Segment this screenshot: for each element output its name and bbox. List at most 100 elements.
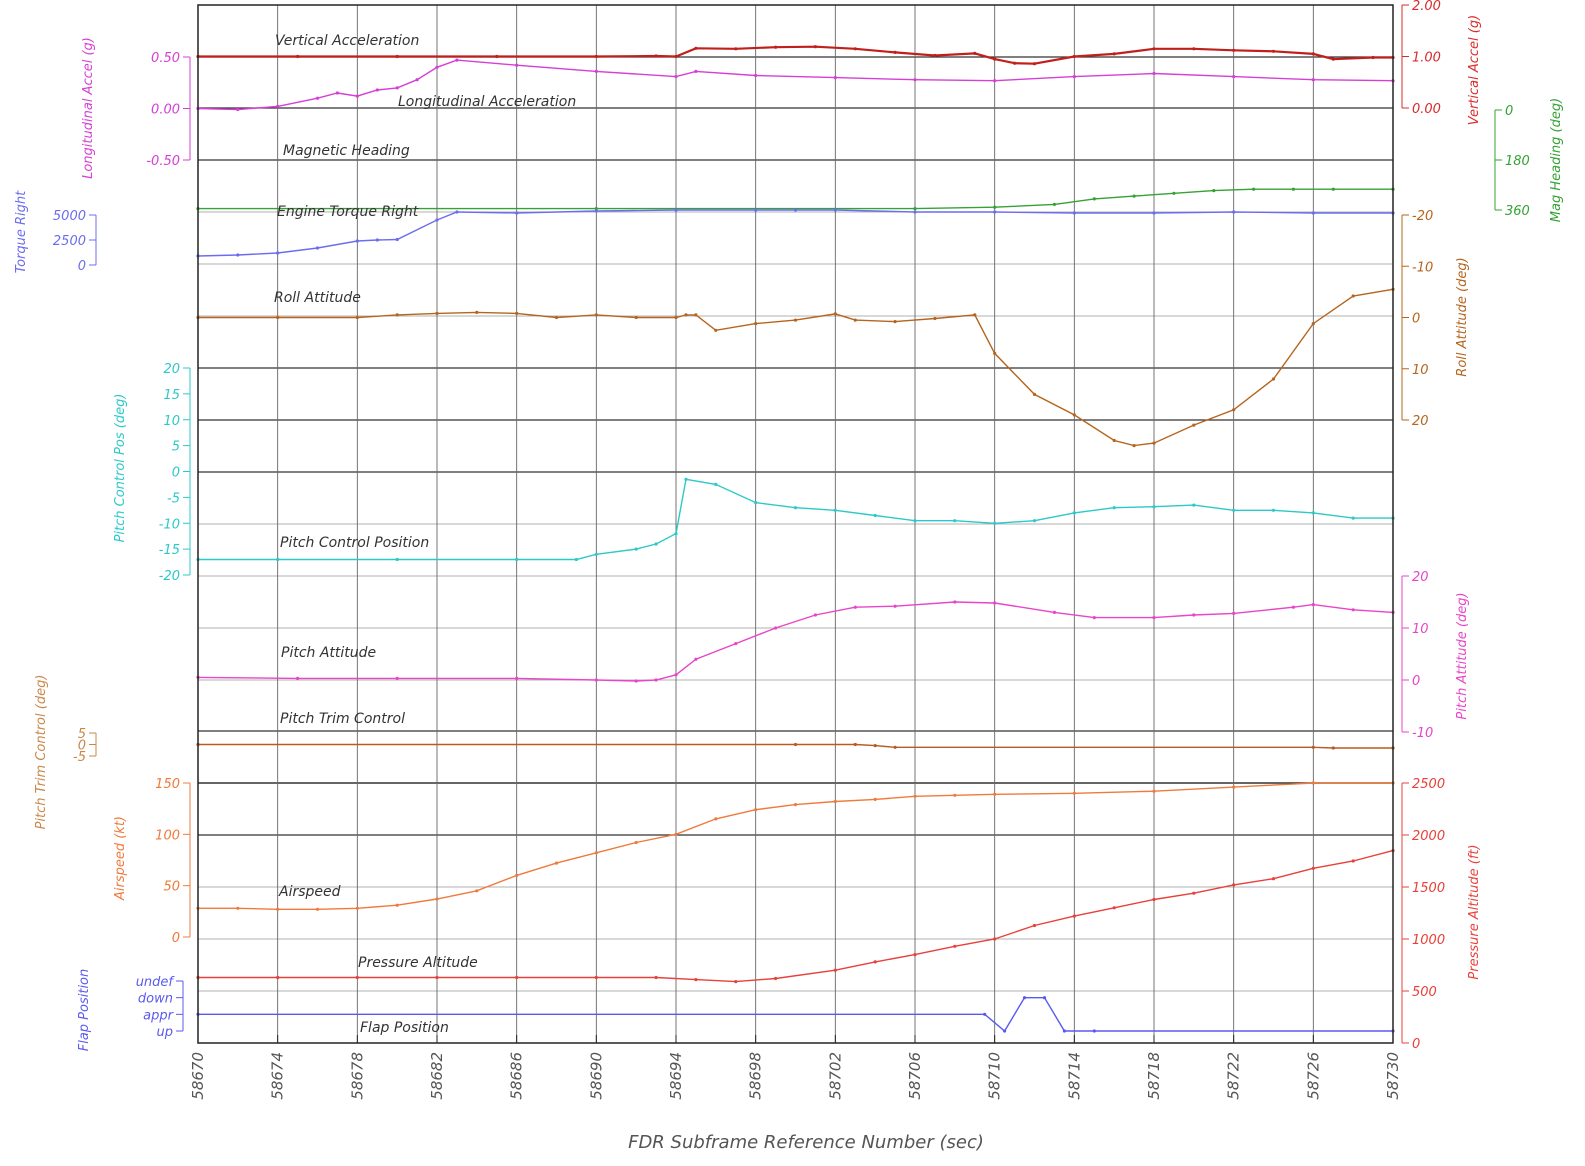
- point-pressure-altitude: [873, 960, 877, 964]
- tick-label-vert_acc: 1.00: [1412, 51, 1441, 66]
- point-airspeed: [236, 906, 240, 910]
- point-roll-attitude: [1351, 294, 1355, 298]
- point-airspeed: [1152, 789, 1156, 793]
- point-magnetic-heading: [1252, 187, 1256, 191]
- point-pitch-control-position: [515, 557, 519, 562]
- point-roll-attitude: [674, 315, 678, 320]
- point-pitch-attitude: [734, 642, 738, 646]
- axis-airspeed: 150 100 50 0 Airspeed (kt): [113, 777, 191, 946]
- axis-long_acc: 0.50 0.00 -0.50 Longitudinal Accel (g): [81, 37, 191, 179]
- point-magnetic-heading: [1212, 189, 1216, 193]
- tick-label-torque: 5000: [53, 209, 86, 224]
- x-tick-label-58686: 58686: [508, 1052, 526, 1100]
- tick-label-vert_acc: 2.00: [1412, 0, 1441, 14]
- point-pitch-control-position: [714, 482, 718, 486]
- point-pressure-altitude: [1032, 923, 1037, 928]
- point-pressure-altitude: [1271, 877, 1276, 881]
- point-pitch-attitude: [813, 613, 818, 617]
- point-longitudinal-acceleration: [415, 78, 419, 82]
- x-tick-label-58670: 58670: [189, 1052, 207, 1100]
- series-pressure-altitude: [196, 849, 1395, 984]
- point-pitch-attitude: [774, 626, 778, 630]
- point-roll-attitude: [634, 315, 638, 320]
- point-pitch-attitude: [853, 605, 857, 609]
- point-airspeed: [276, 907, 280, 911]
- point-pitch-trim-control: [793, 742, 798, 747]
- x-axis-title: FDR Subframe Reference Number (sec): [628, 1132, 984, 1153]
- x-tick-label-58726: 58726: [1304, 1052, 1322, 1100]
- point-vertical-acceleration: [933, 53, 937, 58]
- point-airspeed: [594, 851, 598, 855]
- point-pitch-attitude: [1232, 611, 1236, 616]
- point-longitudinal-acceleration: [674, 75, 678, 79]
- point-pitch-trim-control: [1311, 745, 1315, 749]
- point-pitch-control-position: [276, 557, 280, 562]
- label-pressure-altitude: Pressure Altitude: [358, 955, 478, 971]
- point-engine-torque-right: [754, 208, 758, 212]
- point-pressure-altitude: [953, 944, 957, 948]
- point-longitudinal-acceleration: [355, 94, 359, 98]
- point-engine-torque-right: [594, 209, 598, 213]
- point-roll-attitude: [395, 313, 399, 317]
- point-pitch-control-position: [674, 532, 678, 536]
- tick-label-pitch_ctl: -15: [159, 543, 180, 558]
- tick-label-roll: 10: [1412, 363, 1429, 378]
- point-pitch-control-position: [1311, 511, 1315, 515]
- tick-label-mag_hdg: 360: [1505, 204, 1530, 219]
- point-airspeed: [793, 803, 798, 807]
- point-pitch-control-position: [1072, 511, 1076, 515]
- point-roll-attitude: [1072, 413, 1076, 417]
- point-pitch-control-position: [1351, 516, 1355, 520]
- tick-label-airspeed: 0: [172, 931, 180, 946]
- point-vertical-acceleration: [694, 46, 698, 50]
- point-pressure-altitude: [913, 953, 917, 957]
- point-vertical-acceleration: [973, 51, 977, 56]
- point-magnetic-heading: [594, 207, 598, 211]
- point-pitch-attitude: [296, 676, 300, 681]
- tick-label-roll: -10: [1412, 260, 1433, 275]
- x-tick-label-58682: 58682: [428, 1052, 446, 1100]
- point-roll-attitude: [973, 313, 977, 317]
- point-pitch-attitude: [674, 673, 678, 677]
- point-pitch-trim-control: [893, 745, 897, 749]
- point-vertical-acceleration: [774, 45, 778, 49]
- point-pitch-control-position: [1112, 506, 1116, 510]
- point-vertical-acceleration: [1232, 48, 1236, 52]
- point-longitudinal-acceleration: [315, 96, 320, 100]
- trace-airspeed: [198, 782, 1393, 910]
- point-roll-attitude: [933, 316, 937, 321]
- point-roll-attitude: [853, 318, 857, 322]
- point-flap-position: [1042, 996, 1047, 1000]
- point-vertical-acceleration: [1371, 55, 1375, 60]
- tick-label-vert_acc: 0.00: [1412, 102, 1441, 117]
- point-flap-position: [1062, 1029, 1066, 1033]
- point-pitch-attitude: [515, 676, 519, 681]
- tick-label-trim: -5: [73, 750, 86, 765]
- label-magnetic-heading: Magnetic Heading: [283, 143, 410, 159]
- point-pressure-altitude: [993, 937, 997, 941]
- point-longitudinal-acceleration: [435, 65, 439, 69]
- point-roll-attitude: [1232, 408, 1236, 412]
- point-engine-torque-right: [355, 239, 359, 243]
- point-vertical-acceleration: [853, 47, 857, 51]
- point-roll-attitude: [355, 315, 359, 320]
- point-engine-torque-right: [1072, 211, 1076, 215]
- series-pitch-attitude: [196, 600, 1395, 683]
- tick-label-airspeed: 50: [163, 880, 180, 895]
- axis-title-long_acc: Longitudinal Accel (g): [81, 37, 96, 179]
- point-pitch-attitude: [1291, 605, 1295, 609]
- trace-engine-torque-right: [197, 209, 1393, 257]
- point-longitudinal-acceleration: [594, 69, 598, 73]
- point-engine-torque-right: [674, 208, 678, 212]
- point-roll-attitude: [893, 320, 897, 324]
- x-tick-label-58690: 58690: [587, 1052, 605, 1100]
- point-pressure-altitude: [694, 978, 698, 982]
- point-vertical-acceleration: [1271, 49, 1276, 53]
- point-pitch-attitude: [1152, 616, 1156, 620]
- trace-longitudinal-acceleration: [197, 59, 1394, 111]
- point-engine-torque-right: [515, 211, 519, 215]
- axis-torque: 5000 2500 0 Torque Right: [14, 190, 97, 274]
- point-pitch-attitude: [953, 600, 957, 604]
- point-roll-attitude: [594, 313, 598, 317]
- point-engine-torque-right: [276, 251, 280, 255]
